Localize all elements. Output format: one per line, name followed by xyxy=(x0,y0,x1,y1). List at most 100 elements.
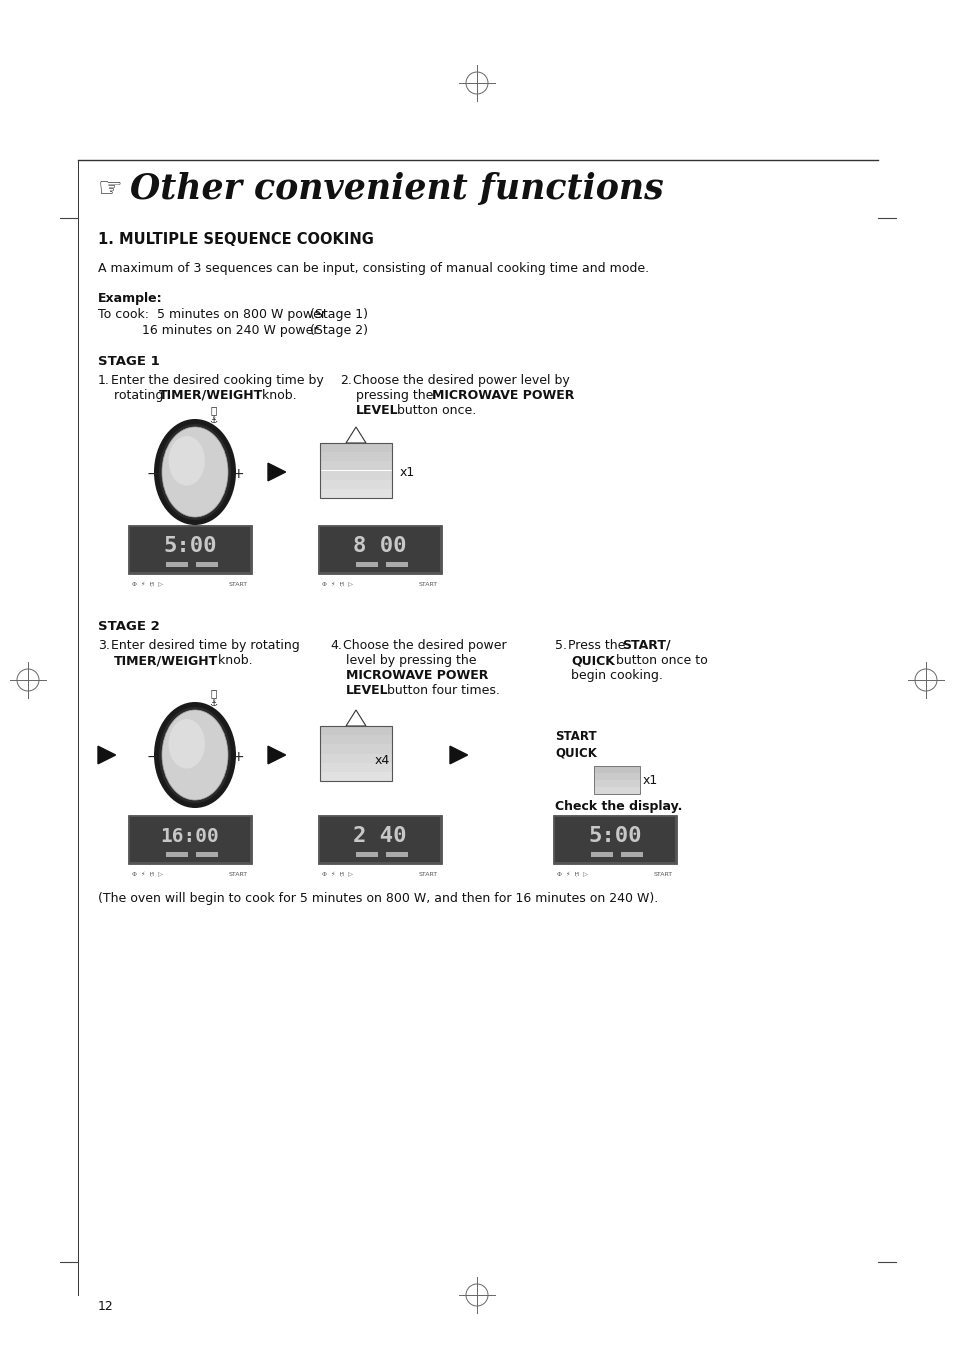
Ellipse shape xyxy=(169,436,205,485)
Text: 5:00: 5:00 xyxy=(163,536,216,557)
Bar xyxy=(594,788,639,794)
Text: ☞: ☞ xyxy=(98,176,123,203)
Polygon shape xyxy=(346,427,366,443)
Text: 1.: 1. xyxy=(98,374,110,386)
Bar xyxy=(319,443,392,499)
Bar xyxy=(195,562,217,567)
Text: 16:00: 16:00 xyxy=(160,827,219,846)
Bar xyxy=(128,815,252,865)
Bar xyxy=(594,773,639,780)
Text: −: − xyxy=(146,467,157,481)
Text: ⚓: ⚓ xyxy=(209,416,217,426)
Polygon shape xyxy=(268,746,285,763)
Text: x1: x1 xyxy=(399,466,415,478)
Text: TIMER/WEIGHT: TIMER/WEIGHT xyxy=(113,654,218,667)
Bar xyxy=(386,852,407,857)
Text: Choose the desired power: Choose the desired power xyxy=(343,639,506,653)
Ellipse shape xyxy=(159,707,231,802)
Bar xyxy=(555,817,675,862)
Text: +: + xyxy=(232,750,244,765)
Bar xyxy=(319,744,392,754)
Text: 3.: 3. xyxy=(98,639,110,653)
Text: (Stage 1): (Stage 1) xyxy=(310,308,368,322)
Bar xyxy=(319,771,392,781)
Bar xyxy=(130,527,250,571)
Bar xyxy=(553,815,677,865)
Text: ⚓: ⚓ xyxy=(209,698,217,708)
Bar xyxy=(319,735,392,744)
Text: (Stage 2): (Stage 2) xyxy=(310,324,368,336)
Ellipse shape xyxy=(162,427,228,517)
Text: Φ  ⚡  Ḥ̇  ▷: Φ ⚡ Ḥ̇ ▷ xyxy=(322,582,353,588)
Bar xyxy=(355,562,377,567)
Text: x1: x1 xyxy=(642,774,658,786)
Bar xyxy=(195,852,217,857)
Bar xyxy=(594,780,639,788)
Text: START: START xyxy=(418,871,437,877)
Text: Press the: Press the xyxy=(567,639,629,653)
Text: pressing the: pressing the xyxy=(355,389,436,403)
Text: QUICK: QUICK xyxy=(555,746,597,759)
Bar xyxy=(319,480,392,489)
Text: 1. MULTIPLE SEQUENCE COOKING: 1. MULTIPLE SEQUENCE COOKING xyxy=(98,232,374,247)
Text: Other convenient functions: Other convenient functions xyxy=(130,172,663,205)
Bar xyxy=(594,766,639,773)
Text: START: START xyxy=(555,730,596,743)
Text: rotating: rotating xyxy=(113,389,167,403)
Text: button four times.: button four times. xyxy=(382,684,499,697)
Bar xyxy=(319,725,392,781)
Bar xyxy=(319,470,392,480)
Text: 2.: 2. xyxy=(339,374,352,386)
Text: Enter the desired cooking time by: Enter the desired cooking time by xyxy=(111,374,323,386)
Text: TIMER/WEIGHT: TIMER/WEIGHT xyxy=(159,389,263,403)
Text: Φ  ⚡  Ḥ̇  ▷: Φ ⚡ Ḥ̇ ▷ xyxy=(557,871,587,877)
Text: MICROWAVE POWER: MICROWAVE POWER xyxy=(432,389,574,403)
Bar xyxy=(166,852,188,857)
Text: Example:: Example: xyxy=(98,292,162,305)
Bar xyxy=(319,527,439,571)
Text: LEVEL: LEVEL xyxy=(346,684,388,697)
Text: ⌚: ⌚ xyxy=(210,405,216,415)
Text: 16 minutes on 240 W power: 16 minutes on 240 W power xyxy=(98,324,318,336)
Text: Φ  ⚡  Ḥ̇  ▷: Φ ⚡ Ḥ̇ ▷ xyxy=(322,871,353,877)
Text: START: START xyxy=(229,582,248,586)
Text: Φ  ⚡  Ḥ̇  ▷: Φ ⚡ Ḥ̇ ▷ xyxy=(132,582,163,588)
Bar xyxy=(319,489,392,499)
Bar xyxy=(317,815,441,865)
Bar xyxy=(319,817,439,862)
Polygon shape xyxy=(98,746,115,763)
Text: 2 40: 2 40 xyxy=(353,827,406,847)
Bar xyxy=(590,852,612,857)
Polygon shape xyxy=(450,746,467,763)
Text: Choose the desired power level by: Choose the desired power level by xyxy=(353,374,569,386)
Bar xyxy=(128,526,252,574)
Ellipse shape xyxy=(162,711,228,800)
Text: level by pressing the: level by pressing the xyxy=(346,654,476,667)
Bar xyxy=(317,526,441,574)
Text: 12: 12 xyxy=(98,1300,113,1313)
Bar xyxy=(130,817,250,862)
Text: 5:00: 5:00 xyxy=(588,827,641,847)
Bar xyxy=(319,461,392,470)
Text: 4.: 4. xyxy=(330,639,341,653)
Text: −: − xyxy=(146,750,157,765)
Text: START/: START/ xyxy=(621,639,670,653)
Text: START: START xyxy=(229,871,248,877)
Text: x4: x4 xyxy=(375,754,390,766)
Bar xyxy=(319,453,392,461)
Text: QUICK: QUICK xyxy=(571,654,615,667)
Text: Φ  ⚡  Ḥ̇  ▷: Φ ⚡ Ḥ̇ ▷ xyxy=(132,871,163,877)
Polygon shape xyxy=(268,463,285,481)
Text: 5.: 5. xyxy=(555,639,566,653)
Text: STAGE 2: STAGE 2 xyxy=(98,620,159,634)
Text: START: START xyxy=(653,871,672,877)
Ellipse shape xyxy=(159,424,231,520)
Bar xyxy=(594,766,639,794)
Bar xyxy=(319,754,392,763)
Bar xyxy=(319,725,392,735)
Text: button once.: button once. xyxy=(393,404,476,417)
Text: MICROWAVE POWER: MICROWAVE POWER xyxy=(346,669,488,682)
Text: button once to: button once to xyxy=(612,654,707,667)
Text: To cook:  5 minutes on 800 W power: To cook: 5 minutes on 800 W power xyxy=(98,308,326,322)
Text: Enter desired time by rotating: Enter desired time by rotating xyxy=(111,639,299,653)
